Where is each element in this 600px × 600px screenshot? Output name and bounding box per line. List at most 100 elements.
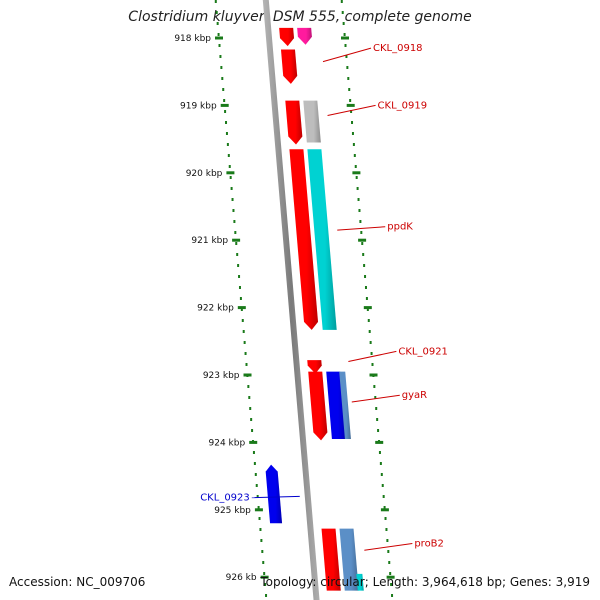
guide-dot — [362, 253, 365, 256]
guide-dot — [350, 110, 353, 113]
guide-dot — [351, 121, 354, 124]
guide-dot — [377, 429, 380, 432]
scale-dot — [220, 66, 223, 69]
scale-dot — [221, 77, 224, 80]
feature-shade — [321, 528, 341, 591]
guide-dot — [348, 88, 351, 91]
major-tick — [237, 306, 246, 310]
guide-dot — [370, 352, 373, 355]
guide-major-tick — [341, 36, 349, 40]
scale-label: 924 kbp — [209, 438, 246, 448]
scale-dot — [218, 44, 221, 47]
scale-dot — [215, 11, 218, 14]
guide-dot — [389, 572, 392, 575]
guide-dot — [388, 561, 391, 564]
guide-dot — [365, 297, 368, 300]
scale-dot — [216, 22, 219, 25]
genes-label: Genes: — [509, 575, 552, 589]
label-ppdK: ppdK — [387, 222, 413, 233]
scale-label: 920 kbp — [186, 169, 223, 179]
scale-dot — [239, 297, 242, 300]
guide-major-tick — [352, 171, 361, 175]
scale-label: 921 kbp — [191, 236, 228, 246]
major-tick — [226, 171, 235, 175]
guide-dot — [386, 539, 389, 542]
genes-value: 3,919 — [555, 575, 590, 589]
label-gyaR: gyaR — [402, 390, 427, 401]
scale-dot — [214, 0, 217, 3]
scale-dot — [257, 506, 260, 509]
major-tick — [260, 575, 269, 579]
guide-dot — [368, 330, 371, 333]
guide-dot — [359, 220, 362, 223]
guide-dot — [385, 528, 388, 531]
guide-dot — [381, 484, 384, 487]
feature-shade — [289, 149, 319, 330]
scale-dot — [244, 352, 247, 355]
guide-dot — [373, 385, 376, 388]
feature-shade — [280, 49, 298, 84]
scale-dot — [223, 99, 226, 102]
scale-ruler: 918 kbp 919 kbp 920 kbp 921 kbp 922 kbp 923 k… — [174, 0, 395, 597]
feature-shade — [279, 27, 295, 47]
scale-dot — [253, 462, 256, 465]
scale-label: 925 kbp — [214, 506, 251, 516]
feature-shade — [356, 573, 364, 591]
guide-dot — [356, 187, 359, 190]
leader-line — [337, 226, 386, 231]
guide-major-tick — [369, 373, 378, 377]
scale-dot — [252, 451, 255, 454]
guide-dot — [379, 462, 382, 465]
scale-dot — [250, 418, 253, 421]
scale-dot — [241, 319, 244, 322]
guide-dot — [358, 209, 361, 212]
length-value: 3,964,618 bp — [421, 575, 502, 589]
scale-label: 919 kbp — [180, 101, 217, 111]
scale-dot — [236, 253, 239, 256]
scale-dot — [227, 154, 230, 157]
guide-dot — [366, 308, 369, 311]
label-CKL_0919: CKL_0919 — [378, 100, 428, 111]
feature-shade — [307, 360, 322, 374]
scale-dot — [249, 407, 252, 410]
guide-major-tick — [363, 306, 372, 310]
scale-dot — [233, 220, 236, 223]
label-proB2: proB2 — [414, 539, 444, 550]
scale-dot — [232, 209, 235, 212]
scale-dot — [230, 187, 233, 190]
feature-shade — [307, 149, 337, 330]
topology-label: Topology: — [260, 575, 317, 589]
guide-dot — [349, 99, 352, 102]
guide-dot — [369, 341, 372, 344]
label-CKL_0923: CKL_0923 — [200, 493, 250, 504]
guide-dot — [371, 363, 374, 366]
feature-shade — [285, 100, 303, 145]
leader-line — [251, 495, 300, 499]
scale-dot — [234, 231, 237, 234]
major-tick — [249, 440, 258, 444]
guide-dot — [364, 275, 367, 278]
feature-shade — [308, 371, 328, 441]
length-label: Length: — [372, 575, 419, 589]
guide-dot — [383, 506, 386, 509]
leader-line — [322, 47, 372, 63]
scale-dot — [265, 594, 268, 597]
guide-dot — [382, 495, 385, 498]
scale-dot — [264, 583, 267, 586]
guide-dot — [353, 154, 356, 157]
guide-dot — [354, 165, 357, 168]
accession-label: Accession: — [9, 575, 73, 589]
feature-shade — [265, 464, 283, 524]
scale-dot — [254, 473, 257, 476]
guide-dot — [374, 396, 377, 399]
guide-dot — [376, 418, 379, 421]
summary-footer: Topology: circular; Length: 3,964,618 bp… — [260, 575, 590, 589]
scale-dot — [251, 429, 254, 432]
scale-dot — [219, 55, 222, 58]
scale-dot — [229, 176, 232, 179]
leader-line — [348, 350, 397, 363]
feature-shade — [297, 27, 312, 45]
guide-dot — [357, 198, 360, 201]
guide-dot — [342, 22, 345, 25]
